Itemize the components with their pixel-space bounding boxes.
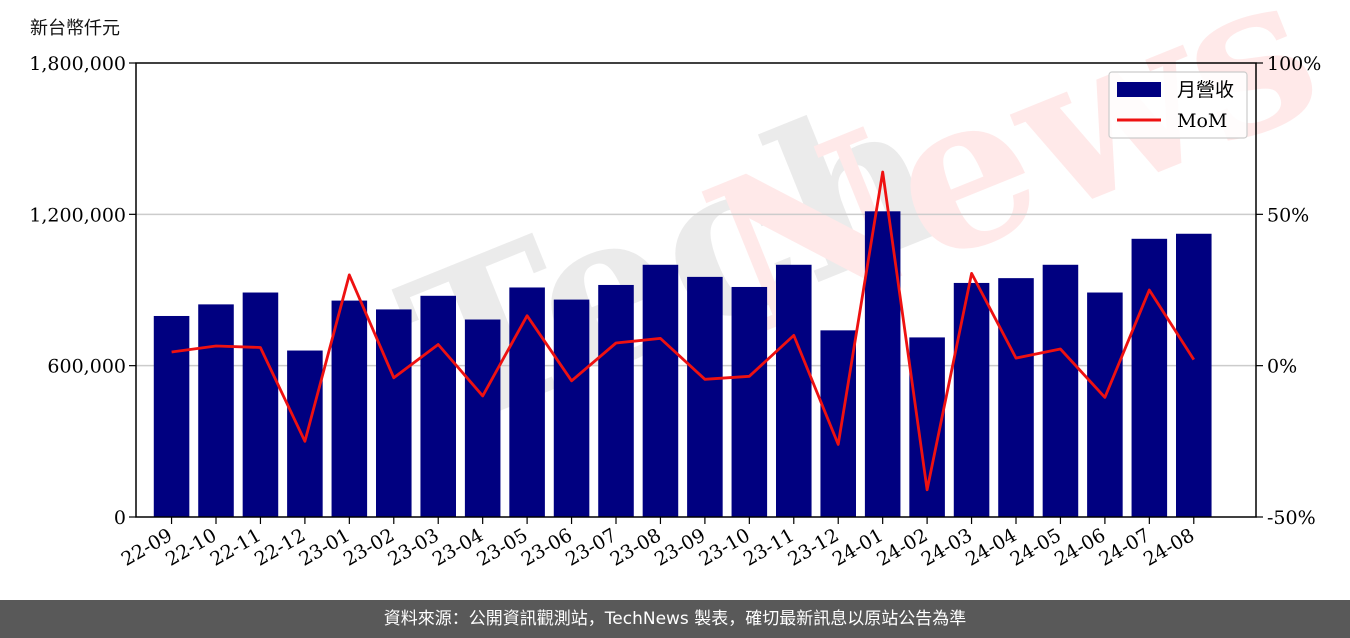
revenue-bar-22-10 [198, 304, 234, 517]
x-tick-label-24-01: 24-01 [829, 524, 887, 570]
source-footer: 資料來源：公開資訊觀測站，TechNews 製表，確切最新訊息以原站公告為準 [0, 600, 1350, 638]
x-tick-label-23-12: 23-12 [784, 524, 842, 570]
plot-frame [135, 62, 1257, 518]
revenue-bar-23-02 [376, 309, 412, 517]
legend-bar-swatch [1117, 82, 1161, 97]
x-tick-label-24-02: 24-02 [873, 524, 931, 570]
x-tick-label-23-09: 23-09 [651, 524, 709, 570]
monthly-revenue-chart: Tech News 0600,0001,200,0001,800,000-50%… [29, 0, 1348, 571]
x-tick-label-23-03: 23-03 [384, 524, 442, 570]
x-tick-label-23-08: 23-08 [607, 524, 665, 570]
x-tick-label-23-01: 23-01 [295, 524, 353, 570]
y-axis-unit-label: 新台幣仟元 [30, 18, 120, 39]
revenue-bar-24-04 [998, 278, 1034, 517]
x-tick-label-23-05: 23-05 [473, 524, 531, 570]
revenue-bar-23-12 [820, 330, 856, 517]
revenue-bar-23-10 [731, 286, 768, 517]
right-tick-label: 100% [1267, 53, 1321, 75]
revenue-bar-24-08 [1176, 233, 1212, 517]
right-tick-label: 50% [1267, 204, 1309, 226]
x-tick-label-24-07: 24-07 [1095, 524, 1153, 570]
revenue-bar-23-08 [642, 264, 679, 517]
x-tick-label-23-10: 23-10 [695, 524, 753, 570]
x-tick-label-24-08: 24-08 [1140, 524, 1198, 570]
right-tick-label: -50% [1267, 507, 1316, 529]
revenue-bar-22-12 [287, 350, 323, 517]
revenue-bar-23-05 [509, 287, 545, 517]
x-tick-label-24-05: 24-05 [1007, 524, 1065, 570]
legend-label-mom: MoM [1177, 110, 1227, 132]
x-tick-label-22-11: 22-11 [207, 524, 265, 570]
left-tick-label: 1,800,000 [29, 53, 126, 75]
revenue-bar-23-11 [776, 264, 812, 517]
x-tick-label-24-06: 24-06 [1051, 524, 1109, 570]
x-tick-label-23-02: 23-02 [340, 524, 398, 570]
legend-label-revenue: 月營收 [1177, 79, 1234, 101]
revenue-bar-23-07 [598, 284, 634, 517]
x-tick-label-23-06: 23-06 [518, 524, 576, 570]
x-tick-label-23-11: 23-11 [740, 524, 798, 570]
revenue-bar-23-06 [553, 299, 590, 517]
revenue-bar-22-11 [242, 292, 279, 517]
revenue-bar-24-05 [1042, 264, 1079, 517]
revenue-bar-23-01 [331, 300, 368, 517]
revenue-bar-23-04 [464, 319, 501, 517]
x-tick-label-22-10: 22-10 [162, 524, 220, 570]
left-tick-label: 1,200,000 [29, 204, 126, 226]
revenue-bar-24-06 [1087, 292, 1123, 517]
mom-line [171, 170, 1195, 492]
left-tick-label: 600,000 [47, 356, 126, 378]
chart-area: Tech News 0 600,000 1,200,000 1,800,000 -50%… [29, 0, 1348, 571]
revenue-bar-23-09 [687, 276, 723, 517]
revenue-bar-24-03 [953, 282, 990, 517]
revenue-bar-23-03 [420, 295, 456, 517]
x-tick-label-23-07: 23-07 [562, 524, 620, 570]
right-tick-label: 0% [1267, 356, 1297, 378]
revenue-bar-22-09 [153, 315, 190, 517]
x-tick-label-22-09: 22-09 [118, 524, 176, 570]
x-tick-label-24-03: 24-03 [918, 524, 976, 570]
revenue-bar-24-07 [1131, 238, 1168, 517]
x-tick-label-22-12: 22-12 [251, 524, 309, 570]
left-tick-label: 0 [114, 507, 126, 529]
x-tick-label-23-04: 23-04 [429, 524, 487, 570]
x-tick-label-24-04: 24-04 [962, 524, 1020, 570]
